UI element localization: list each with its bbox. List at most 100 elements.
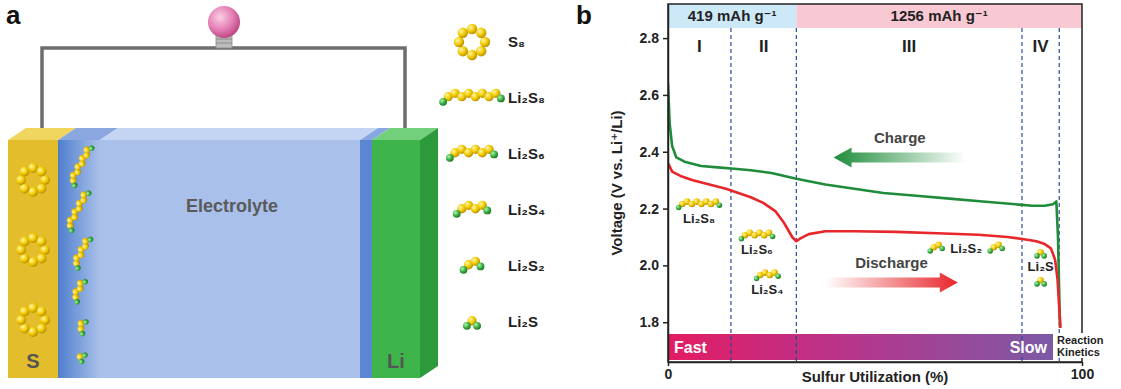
lithium-atom <box>81 278 88 285</box>
anode-label: Li <box>387 350 405 372</box>
lithium-atom <box>775 273 781 279</box>
species-annotation: Li₂S <box>1028 249 1054 287</box>
lithium-atom <box>770 234 776 240</box>
label-patch <box>1056 333 1105 358</box>
stage-boundary <box>730 28 731 362</box>
species-annotation: Li₂S₈ <box>676 198 722 226</box>
sulfur-atom <box>20 254 30 264</box>
arrow-label: Charge <box>874 129 926 146</box>
voltage-curve <box>668 84 1060 328</box>
sulfur-atom <box>37 307 47 317</box>
light-bulb <box>208 6 240 48</box>
stage-label: I <box>697 37 702 56</box>
capacity-label: 1256 mAh g⁻¹ <box>891 7 988 24</box>
lithium-atom <box>79 330 86 337</box>
species-legend-label: Li₂S₈ <box>508 89 545 106</box>
lithium-atom <box>477 262 485 270</box>
species-annotation: Li₂S₆ <box>739 230 776 257</box>
species-legend-label: Li₂S <box>508 313 538 330</box>
species-legend-item: Li₂S₂ <box>460 257 545 274</box>
y-axis-line <box>668 5 670 363</box>
panel-letter: b <box>576 0 592 30</box>
lithium-atom <box>446 154 454 162</box>
voltage-curve <box>668 163 1060 328</box>
lithium-atom <box>676 205 682 211</box>
species-legend-item: Li₂S₈ <box>439 89 545 106</box>
sulfur-atom <box>467 50 477 60</box>
species-annotation: Li₂S₂ <box>927 241 1005 256</box>
sulfur-atom <box>28 187 38 197</box>
kinetics-bar <box>668 334 1053 360</box>
lithium-atom <box>460 266 468 274</box>
y-tick-mark <box>663 265 668 267</box>
lithium-atom <box>483 206 491 214</box>
x-tick: 0 <box>665 362 673 382</box>
species-legend-label: Li₂S₂ <box>508 257 545 274</box>
lithium-atom <box>73 298 80 305</box>
lithium-atom <box>87 236 94 243</box>
sulfur-atom <box>454 37 464 47</box>
lithium-atom <box>85 189 92 196</box>
species-legend-label: Li₂S₄ <box>508 201 545 218</box>
sulfur-atom <box>20 324 30 334</box>
stage-boundary <box>796 28 797 362</box>
panel-letter: a <box>6 0 21 30</box>
panel-b: b1.82.02.22.42.62.80100Sulfur Utilizatio… <box>576 0 1105 385</box>
sulfur-atom <box>458 28 468 38</box>
sulfur-cathode-front <box>8 140 58 378</box>
s8-ring <box>16 303 50 337</box>
species-annotation: Li₂S₄ <box>751 269 783 297</box>
plot-texts: 419 mAh g⁻¹1256 mAh g⁻¹IIIIIIIVChargeDis… <box>674 7 1105 358</box>
species-label: Li₂S₆ <box>741 242 773 257</box>
y-tick: 2.8 <box>640 30 668 46</box>
polysulfide <box>74 349 89 365</box>
electrolyte-body-front <box>100 140 360 378</box>
lithium-atom <box>473 322 481 330</box>
polysulfide <box>68 276 91 306</box>
electrolyte-body-top <box>100 128 378 140</box>
lithium-atom <box>1034 281 1040 287</box>
y-tick: 1.8 <box>640 314 668 330</box>
species-legend-item: S₈ <box>454 24 525 60</box>
kinetics-title: ReactionKinetics <box>1057 334 1104 358</box>
y-tick-label: 2.6 <box>640 87 660 103</box>
lithium-atom <box>739 236 745 242</box>
polysulfide <box>65 142 97 189</box>
sulfur-atom <box>20 184 30 194</box>
sulfur-atom <box>37 237 47 247</box>
lithium-atom <box>987 248 993 254</box>
sulfur-atom <box>40 245 50 255</box>
arrows <box>825 147 966 292</box>
process-arrow <box>825 272 957 292</box>
sulfur-atom <box>20 237 30 247</box>
x-axis-title: Sulfur Utilization (%) <box>802 368 949 385</box>
x-tick-label: 0 <box>665 366 673 382</box>
y-tick-label: 2.2 <box>640 201 660 217</box>
sulfur-atom <box>16 175 26 185</box>
lithium-atom <box>463 322 471 330</box>
sulfur-atom <box>16 315 26 325</box>
stage-label: III <box>902 37 916 56</box>
lithium-atom <box>1041 253 1047 259</box>
interface-layer-front <box>360 140 372 378</box>
species-legend-label: Li₂S₆ <box>508 145 545 162</box>
x-tick: 100 <box>1071 362 1095 382</box>
lithium-atom <box>81 351 88 358</box>
sulfur-atom <box>28 233 38 243</box>
electrolyte-label: Electrolyte <box>186 196 278 216</box>
plot-frame <box>668 4 1082 362</box>
kinetics-end-label: Slow <box>1010 339 1048 356</box>
y-tick-label: 1.8 <box>640 314 660 330</box>
sulfur-atom <box>28 257 38 267</box>
sulfur-atom <box>37 184 47 194</box>
lithium-atom <box>927 248 933 254</box>
sulfur-atom <box>480 37 490 47</box>
lithium-atom <box>88 144 95 151</box>
species-legend-item: Li₂S₄ <box>453 201 545 218</box>
lithium-atom <box>439 98 447 106</box>
sulfur-atom <box>20 307 30 317</box>
sulfur-atom <box>476 28 486 38</box>
polysulfide <box>68 234 96 272</box>
y-tick-label: 2.8 <box>640 30 660 46</box>
lithium-atom <box>74 264 81 271</box>
